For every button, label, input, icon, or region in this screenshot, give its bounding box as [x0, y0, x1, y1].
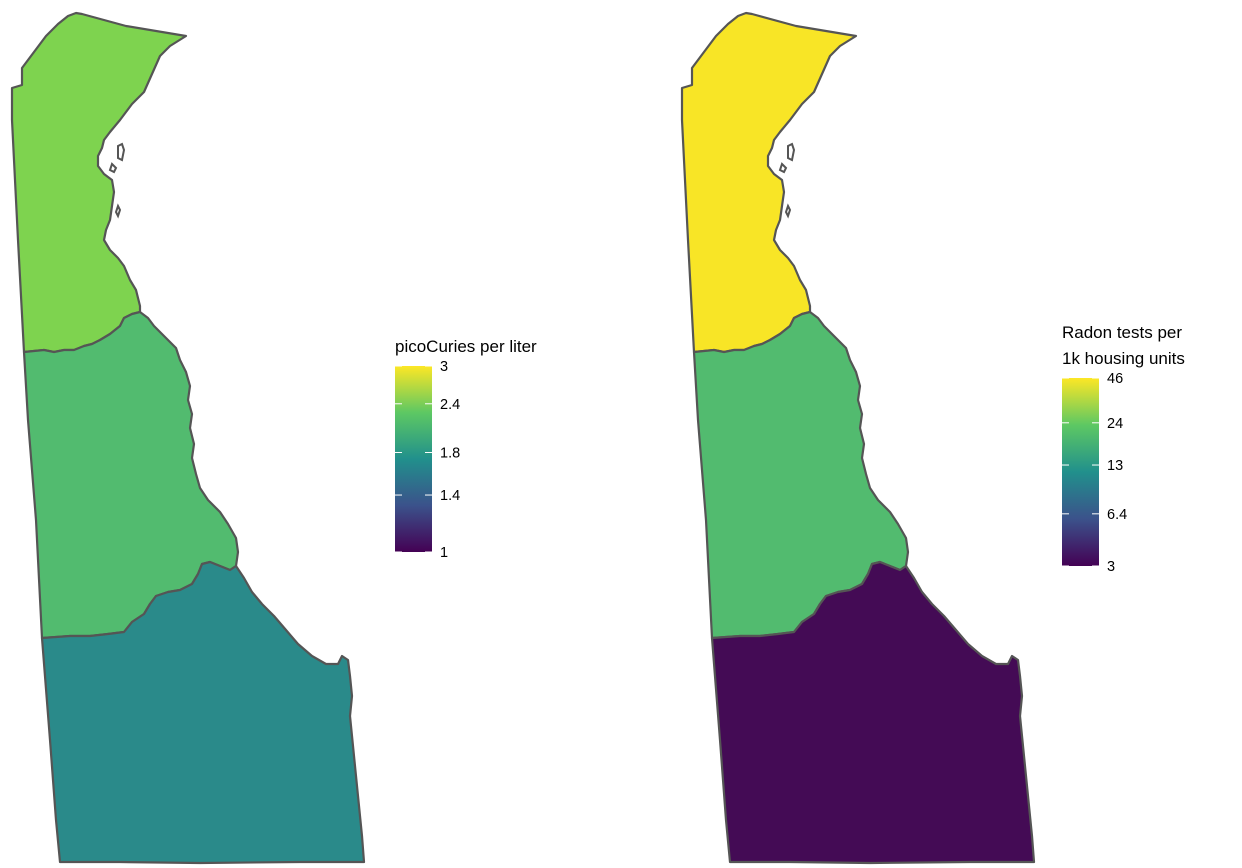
map-mean-radon: [10, 11, 366, 865]
colorbar-tick-label: 13: [1107, 458, 1123, 474]
legend-title-line-2: 1k housing units: [1062, 349, 1185, 368]
colorbar-tick-label: 6.4: [1107, 507, 1127, 523]
colorbar-tick-label: 1.8: [440, 445, 460, 461]
colorbar-tick-label: 3: [440, 359, 448, 375]
legend-mean-radon: picoCuries per liter 3 2.4 1.8 1.4 1: [395, 337, 537, 561]
legend-radon-tests: Radon tests per 1k housing units 46 24 13 6…: [1062, 323, 1185, 575]
colorbar-tick-label: 24: [1107, 416, 1123, 432]
colorbar-tick-label: 2.4: [440, 397, 460, 413]
colorbar: [395, 366, 432, 552]
county-north: [10, 11, 188, 354]
county-north: [680, 11, 858, 354]
colorbar-tick-label: 1.4: [440, 488, 460, 504]
colorbar-tick-label: 46: [1107, 371, 1123, 387]
colorbar: [1062, 378, 1099, 566]
legend-title-line-1: Radon tests per: [1062, 323, 1182, 342]
colorbar-tick-label: 1: [440, 545, 448, 561]
colorbar-tick-label: 3: [1107, 559, 1115, 575]
map-radon-tests: [680, 11, 1036, 865]
legend-title: picoCuries per liter: [395, 337, 537, 356]
